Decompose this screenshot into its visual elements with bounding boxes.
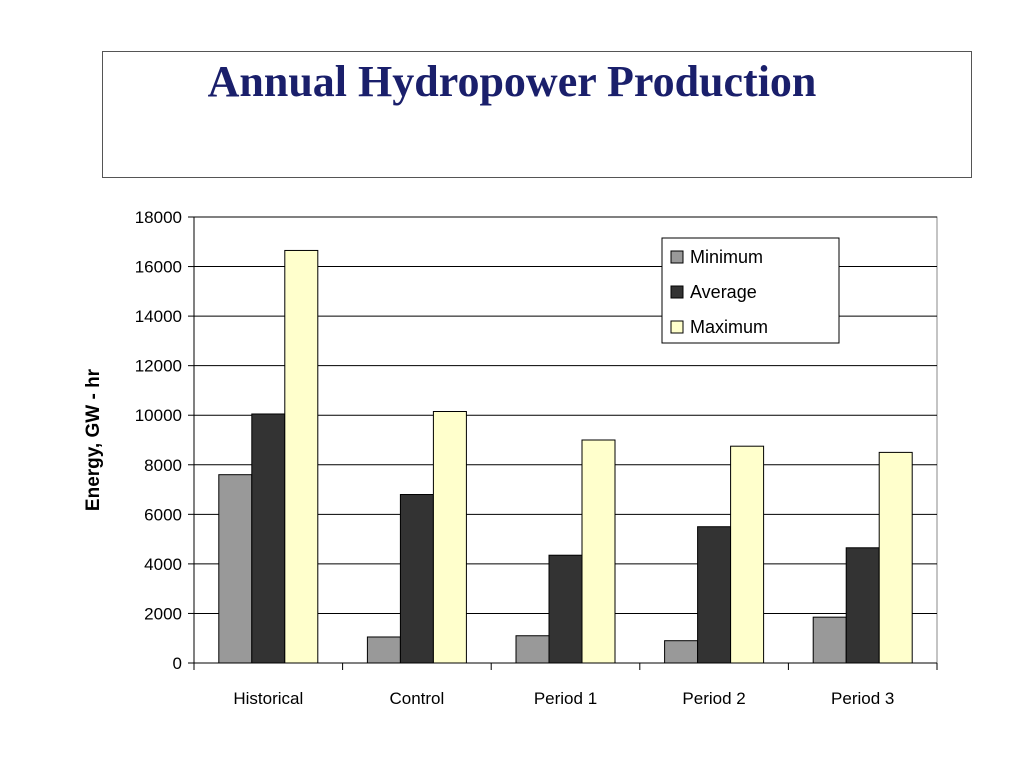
legend-swatch	[670, 320, 684, 334]
y-tick-label: 12000	[135, 357, 182, 376]
bar	[581, 439, 616, 664]
bar	[845, 547, 880, 664]
x-tick-label: Period 2	[682, 689, 745, 708]
bar	[515, 635, 550, 664]
y-tick-label: 14000	[135, 307, 182, 326]
bar	[432, 411, 467, 664]
y-tick-label: 0	[173, 654, 182, 673]
legend-label: Average	[690, 282, 757, 302]
bar	[218, 474, 253, 664]
y-tick-label: 8000	[144, 456, 182, 475]
bar	[399, 494, 434, 664]
x-tick-label: Period 1	[534, 689, 597, 708]
x-tick-label: Period 3	[831, 689, 894, 708]
x-tick-label: Control	[389, 689, 444, 708]
y-tick-label: 6000	[144, 505, 182, 524]
title-box	[102, 51, 972, 178]
bar	[697, 526, 732, 664]
bar	[284, 249, 319, 664]
legend-label: Maximum	[690, 317, 768, 337]
bar	[251, 413, 286, 664]
bar	[878, 451, 913, 664]
y-tick-label: 10000	[135, 406, 182, 425]
bar	[664, 640, 699, 664]
page-title: Annual Hydropower Production	[207, 57, 817, 106]
legend-swatch	[670, 250, 684, 264]
legend-label: Minimum	[690, 247, 763, 267]
y-tick-label: 18000	[135, 208, 182, 227]
bar	[548, 554, 583, 664]
x-tick-label: Historical	[233, 689, 303, 708]
y-tick-label: 16000	[135, 258, 182, 277]
bar	[812, 616, 847, 664]
y-tick-label: 2000	[144, 604, 182, 623]
bar	[730, 445, 765, 664]
legend-box	[661, 237, 840, 344]
y-axis-label: Energy, GW - hr	[83, 368, 104, 511]
bar	[366, 636, 401, 664]
legend-swatch	[670, 285, 684, 299]
y-tick-label: 4000	[144, 555, 182, 574]
